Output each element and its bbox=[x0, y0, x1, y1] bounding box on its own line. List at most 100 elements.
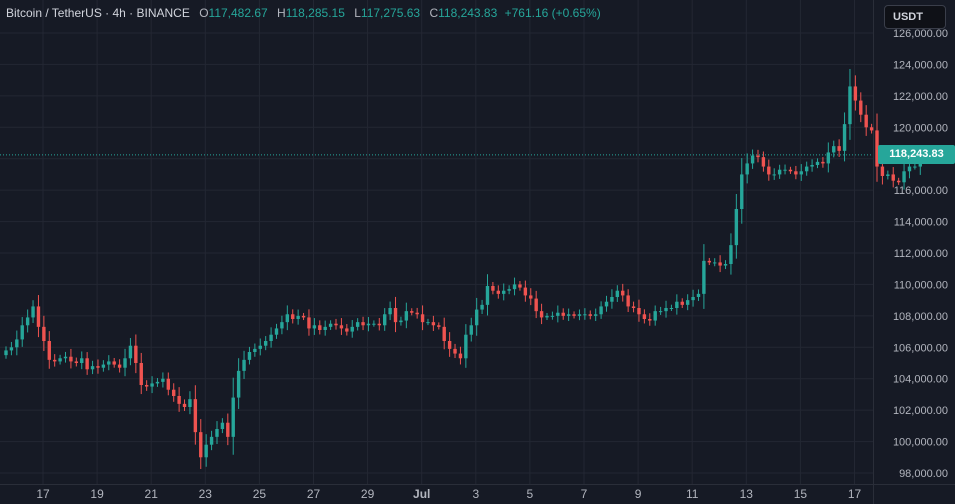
candle-body bbox=[658, 311, 663, 313]
candle-body bbox=[415, 312, 419, 315]
x-tick-label: 19 bbox=[90, 487, 104, 501]
candle-body bbox=[107, 361, 111, 365]
candle-body bbox=[4, 350, 8, 356]
candle-body bbox=[707, 260, 711, 263]
candle-body bbox=[512, 284, 517, 290]
y-tick-label: 122,000.00 bbox=[893, 91, 948, 103]
x-tick-label: 17 bbox=[848, 487, 862, 501]
candle-body bbox=[204, 444, 208, 458]
candle-body bbox=[258, 345, 262, 349]
candle-body bbox=[274, 328, 279, 335]
candle-body bbox=[63, 356, 68, 359]
candle-body bbox=[696, 293, 701, 297]
candle-body bbox=[891, 174, 895, 181]
x-tick-label: 27 bbox=[307, 487, 321, 501]
symbol-legend: Bitcoin / TetherUS · 4h · BINANCE O117,4… bbox=[6, 6, 601, 20]
candle-body bbox=[350, 326, 354, 332]
candle-body bbox=[182, 403, 187, 407]
candle-body bbox=[507, 289, 511, 291]
y-tick-label: 98,000.00 bbox=[899, 468, 948, 480]
candle-body bbox=[599, 306, 603, 315]
candle-body bbox=[583, 314, 587, 316]
candle-body bbox=[280, 322, 284, 329]
close-label: C bbox=[429, 6, 439, 20]
candle-body bbox=[675, 301, 679, 308]
candle-body bbox=[518, 284, 522, 288]
candle-body bbox=[134, 345, 138, 363]
candle-body bbox=[128, 345, 133, 359]
candle-body bbox=[723, 264, 728, 266]
candle-body bbox=[52, 359, 57, 362]
candle-body bbox=[896, 180, 901, 183]
candle-body bbox=[150, 383, 154, 387]
candle-body bbox=[236, 370, 241, 398]
candle-body bbox=[485, 286, 490, 305]
candle-body bbox=[437, 325, 441, 327]
x-tick-label: 11 bbox=[686, 487, 699, 501]
candle-body bbox=[355, 322, 360, 327]
candle-body bbox=[420, 314, 425, 323]
y-tick-label: 106,000.00 bbox=[893, 342, 948, 354]
candle-body bbox=[80, 358, 84, 363]
candle-body bbox=[334, 323, 338, 326]
candle-body bbox=[9, 347, 14, 351]
candle-body bbox=[296, 315, 300, 319]
x-tick-label: 9 bbox=[635, 487, 642, 501]
candle-body bbox=[669, 308, 674, 309]
x-tick-label: 29 bbox=[361, 487, 375, 501]
candle-body bbox=[426, 322, 430, 324]
candle-body bbox=[529, 295, 533, 299]
candle-body bbox=[734, 209, 739, 246]
candle-body bbox=[842, 124, 847, 151]
symbol-title: Bitcoin / TetherUS · 4h · BINANCE bbox=[6, 6, 190, 20]
candle-body bbox=[42, 326, 46, 341]
high-label: H bbox=[277, 6, 286, 20]
candle-body bbox=[226, 422, 230, 437]
candle-body bbox=[453, 348, 457, 354]
candle-body bbox=[172, 389, 176, 396]
candle-body bbox=[31, 306, 35, 318]
x-tick-label: 7 bbox=[581, 487, 588, 501]
y-tick-label: 126,000.00 bbox=[893, 28, 948, 40]
candle-body bbox=[25, 317, 30, 326]
candle-body bbox=[859, 100, 863, 115]
y-tick-label: 110,000.00 bbox=[894, 279, 948, 291]
candle-body bbox=[161, 378, 165, 382]
candle-body bbox=[220, 422, 225, 429]
candle-body bbox=[545, 315, 549, 318]
candle-body bbox=[96, 366, 100, 368]
candle-body bbox=[621, 290, 625, 296]
candle-body bbox=[615, 290, 620, 297]
candle-body bbox=[864, 114, 868, 128]
candle-body bbox=[139, 363, 143, 385]
candle-body bbox=[307, 317, 311, 329]
candle-body bbox=[480, 304, 484, 310]
candle-body bbox=[593, 314, 598, 316]
y-tick-label: 104,000.00 bbox=[893, 374, 948, 386]
candle-body bbox=[177, 396, 181, 404]
candle-body bbox=[572, 314, 576, 316]
candle-body bbox=[772, 174, 776, 176]
candle-body bbox=[777, 169, 782, 175]
candle-body bbox=[301, 315, 306, 318]
candle-body bbox=[209, 436, 214, 445]
candle-body bbox=[718, 262, 722, 266]
y-tick-label: 114,000.00 bbox=[894, 217, 948, 229]
last-price-label: 118,243.83 bbox=[878, 145, 955, 165]
candle-body bbox=[713, 262, 717, 264]
candle-body bbox=[377, 323, 381, 326]
candle-body bbox=[242, 359, 246, 371]
x-tick-label: 13 bbox=[740, 487, 754, 501]
candle-body bbox=[74, 361, 79, 363]
candle-body bbox=[664, 308, 668, 312]
candle-body bbox=[637, 308, 641, 315]
candle-body bbox=[853, 86, 858, 101]
y-tick-label: 100,000.00 bbox=[893, 437, 948, 449]
candle-body bbox=[810, 165, 814, 167]
y-tick-label: 124,000.00 bbox=[893, 59, 948, 71]
currency-selector-button[interactable]: USDT bbox=[884, 5, 946, 29]
x-tick-label: 25 bbox=[253, 487, 267, 501]
candle-body bbox=[761, 157, 766, 167]
candle-body bbox=[269, 334, 273, 341]
